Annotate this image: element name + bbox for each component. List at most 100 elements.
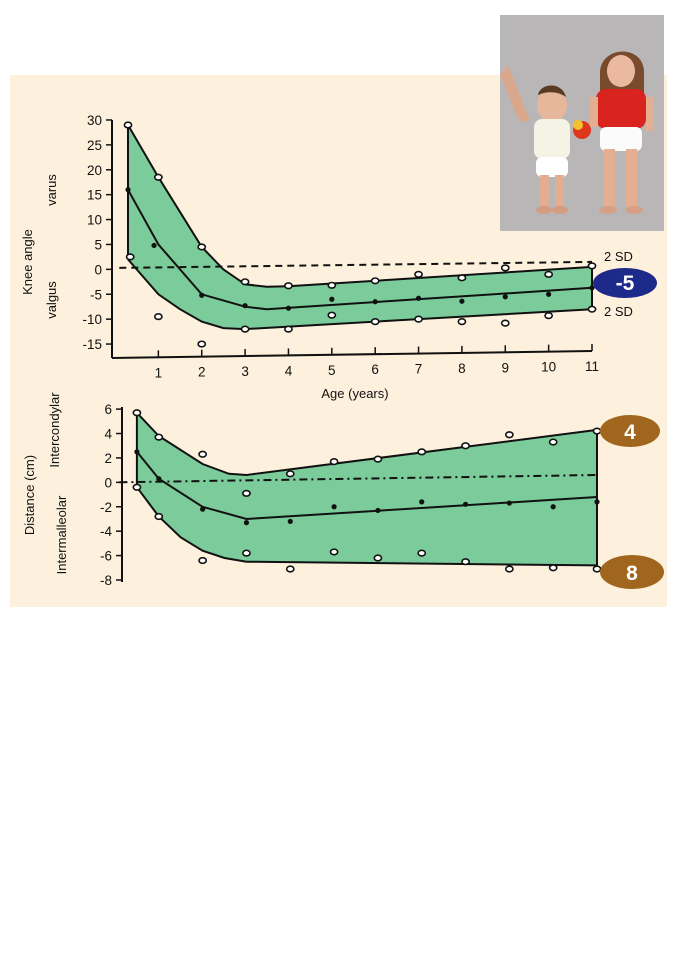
badge-four-text: 4 (624, 421, 636, 444)
x-tick-label-5: 6 (371, 362, 379, 377)
top-x-axis (111, 350, 593, 359)
open-point-1-14 (417, 448, 427, 456)
open-point-0-11 (327, 311, 337, 319)
y-tick-label-1-5: -4 (100, 524, 112, 539)
intermalleolar-label: Intermalleolar (54, 495, 69, 574)
open-point-0-4 (197, 243, 207, 251)
filled-point-0-9 (502, 294, 508, 300)
x-tick-label-4: 5 (328, 363, 336, 378)
open-point-1-2 (198, 450, 208, 458)
x-axis-label: Age (years) (321, 386, 388, 401)
lower-sd-label: 2 SD (604, 304, 633, 319)
filled-point-1-3 (243, 520, 250, 526)
open-point-0-2 (125, 253, 135, 261)
y-tick-label-0-6: 0 (94, 262, 102, 277)
filled-point-0-10 (546, 291, 552, 297)
open-point-0-9 (284, 325, 293, 333)
open-point-1-10 (329, 457, 339, 466)
filled-point-1-9 (506, 500, 512, 506)
open-point-1-5 (198, 556, 208, 565)
filled-point-0-4 (285, 305, 292, 311)
x-tick-label-0: 1 (155, 365, 163, 380)
open-point-0-6 (240, 278, 250, 286)
open-point-1-6 (242, 489, 251, 497)
y-tick-label-0-9: -15 (82, 337, 102, 352)
filled-point-1-7 (419, 499, 425, 505)
filled-point-0-0 (125, 187, 131, 193)
filled-point-0-5 (329, 296, 335, 302)
x-tick-label-9: 10 (541, 360, 556, 375)
open-point-0-13 (370, 318, 380, 326)
reference-line-0 (119, 260, 593, 269)
open-point-0-16 (457, 274, 467, 282)
badge-eight-text: 8 (626, 562, 638, 585)
open-point-1-7 (242, 549, 251, 557)
sd-band-1 (136, 412, 597, 566)
open-point-1-22 (592, 427, 602, 435)
x-tick-label-10: 11 (585, 359, 599, 374)
filled-point-1-4 (287, 518, 293, 525)
open-point-1-21 (548, 564, 558, 572)
varus-label: varus (44, 174, 59, 206)
open-point-0-18 (500, 264, 510, 272)
filled-point-1-5 (331, 504, 337, 510)
upper-sd-label: 2 SD (604, 249, 633, 264)
filled-point-0-3 (242, 303, 248, 309)
filled-point-1-6 (375, 507, 381, 514)
top-y-label: Knee angle (20, 229, 35, 295)
y-tick-label-1-3: 0 (104, 475, 112, 490)
filled-point-1-11 (594, 499, 600, 505)
open-point-0-3 (153, 313, 163, 321)
y-tick-label-0-7: -5 (90, 287, 102, 302)
open-point-1-17 (461, 558, 470, 566)
open-point-1-16 (461, 442, 470, 450)
open-point-1-3 (132, 483, 142, 491)
open-point-1-0 (132, 409, 142, 417)
x-tick-label-6: 7 (415, 362, 423, 377)
open-point-0-23 (587, 305, 597, 313)
open-point-1-8 (285, 470, 295, 478)
open-point-1-11 (329, 548, 339, 556)
filled-point-1-0 (134, 449, 140, 455)
intercondylar-label: Intercondylar (47, 392, 62, 468)
filled-point-0-11 (589, 285, 595, 291)
open-point-0-5 (197, 340, 207, 348)
open-point-0-15 (414, 315, 423, 323)
open-point-0-8 (284, 282, 293, 290)
open-point-1-9 (285, 565, 295, 573)
open-point-0-20 (544, 270, 554, 278)
open-point-0-0 (123, 121, 133, 129)
y-tick-label-0-1: 25 (87, 138, 102, 153)
open-point-1-12 (373, 455, 383, 463)
open-point-1-19 (504, 565, 514, 573)
y-tick-label-0-8: -10 (82, 312, 102, 327)
badge-minus-five-text: -5 (616, 272, 635, 295)
badge-minus-five: -5 (593, 268, 657, 298)
y-tick-label-1-6: -6 (100, 549, 112, 564)
upper-sd-line-1 (136, 412, 598, 477)
filled-point-0-8 (459, 298, 465, 304)
open-point-0-7 (240, 325, 250, 333)
x-tick-label-7: 8 (458, 361, 466, 376)
open-point-0-17 (457, 318, 467, 326)
filled-point-0-1 (151, 242, 157, 249)
bottom-y-label: Distance (cm) (22, 455, 37, 535)
mean-line-0 (127, 189, 593, 311)
open-point-0-10 (327, 281, 337, 289)
open-point-1-18 (504, 431, 514, 439)
open-point-1-20 (548, 438, 558, 446)
open-point-0-1 (153, 173, 163, 181)
x-tick-label-8: 9 (502, 360, 510, 375)
y-tick-label-1-4: -2 (100, 500, 112, 515)
open-point-0-21 (544, 312, 554, 320)
open-point-0-12 (370, 277, 380, 285)
y-tick-label-0-3: 15 (87, 188, 102, 203)
open-point-1-4 (154, 512, 164, 521)
badge-four: 4 (600, 415, 660, 447)
x-tick-label-2: 3 (241, 364, 249, 379)
valgus-label: valgus (44, 281, 59, 319)
filled-point-0-2 (199, 292, 205, 298)
open-point-1-23 (592, 565, 602, 573)
filled-point-1-8 (462, 501, 469, 507)
